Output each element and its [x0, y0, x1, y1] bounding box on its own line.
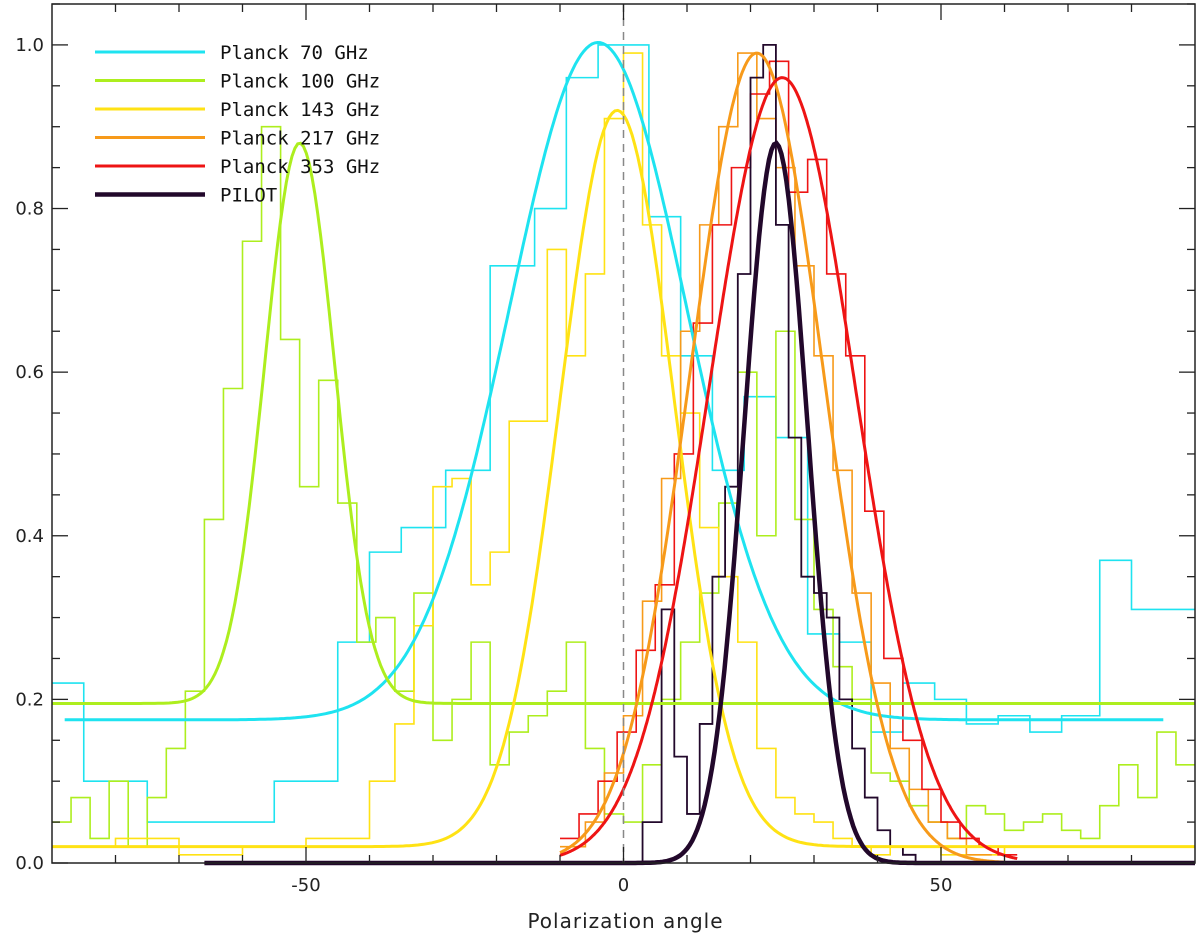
y-tick-label: 1.0	[15, 35, 44, 56]
legend-label: PILOT	[220, 185, 277, 207]
legend-item-planck-100-ghz: Planck 100 GHz	[95, 71, 380, 93]
axis-ticks	[52, 3, 1195, 864]
legend-label: Planck 217 GHz	[220, 128, 380, 150]
legend-label: Planck 143 GHz	[220, 99, 380, 121]
fit-curve-planck-217-ghz	[559, 51, 1005, 864]
histogram-planck-70-ghz	[52, 44, 1195, 823]
legend-item-planck-70-ghz: Planck 70 GHz	[95, 42, 369, 64]
fit-curve-planck-70-ghz	[64, 40, 1164, 722]
y-tick-label: 0.6	[15, 362, 44, 383]
fit-curve-planck-353-ghz	[559, 76, 1018, 861]
x-tick-label: 0	[618, 875, 629, 896]
legend-label: Planck 353 GHz	[220, 156, 380, 178]
legend-item-planck-143-ghz: Planck 143 GHz	[95, 99, 380, 121]
x-axis-title: Polarization angle	[527, 909, 723, 933]
y-tick-label: 0.8	[15, 199, 44, 220]
histogram-pilot	[204, 44, 1195, 864]
y-tick-label: 0.0	[15, 853, 44, 874]
legend-item-pilot: PILOT	[95, 185, 277, 207]
tick-labels: -50 0 50 0.0 0.2 0.4 0.6 0.8 1.0	[15, 35, 952, 896]
y-tick-label: 0.2	[15, 689, 44, 710]
x-tick-label: -50	[291, 875, 320, 896]
legend-item-planck-217-ghz: Planck 217 GHz	[95, 128, 380, 150]
legend-label: Planck 100 GHz	[220, 71, 380, 93]
legend-label: Planck 70 GHz	[220, 42, 369, 64]
legend: Planck 70 GHz Planck 100 GHz Planck 143 GH…	[95, 42, 380, 207]
fit-curve-planck-100-ghz	[52, 141, 1195, 705]
y-tick-label: 0.4	[15, 526, 44, 547]
histogram-planck-353-ghz	[560, 60, 1018, 856]
fit-curve-planck-143-ghz	[52, 108, 1195, 849]
x-tick-label: 50	[930, 875, 953, 896]
legend-item-planck-353-ghz: Planck 353 GHz	[95, 156, 380, 178]
